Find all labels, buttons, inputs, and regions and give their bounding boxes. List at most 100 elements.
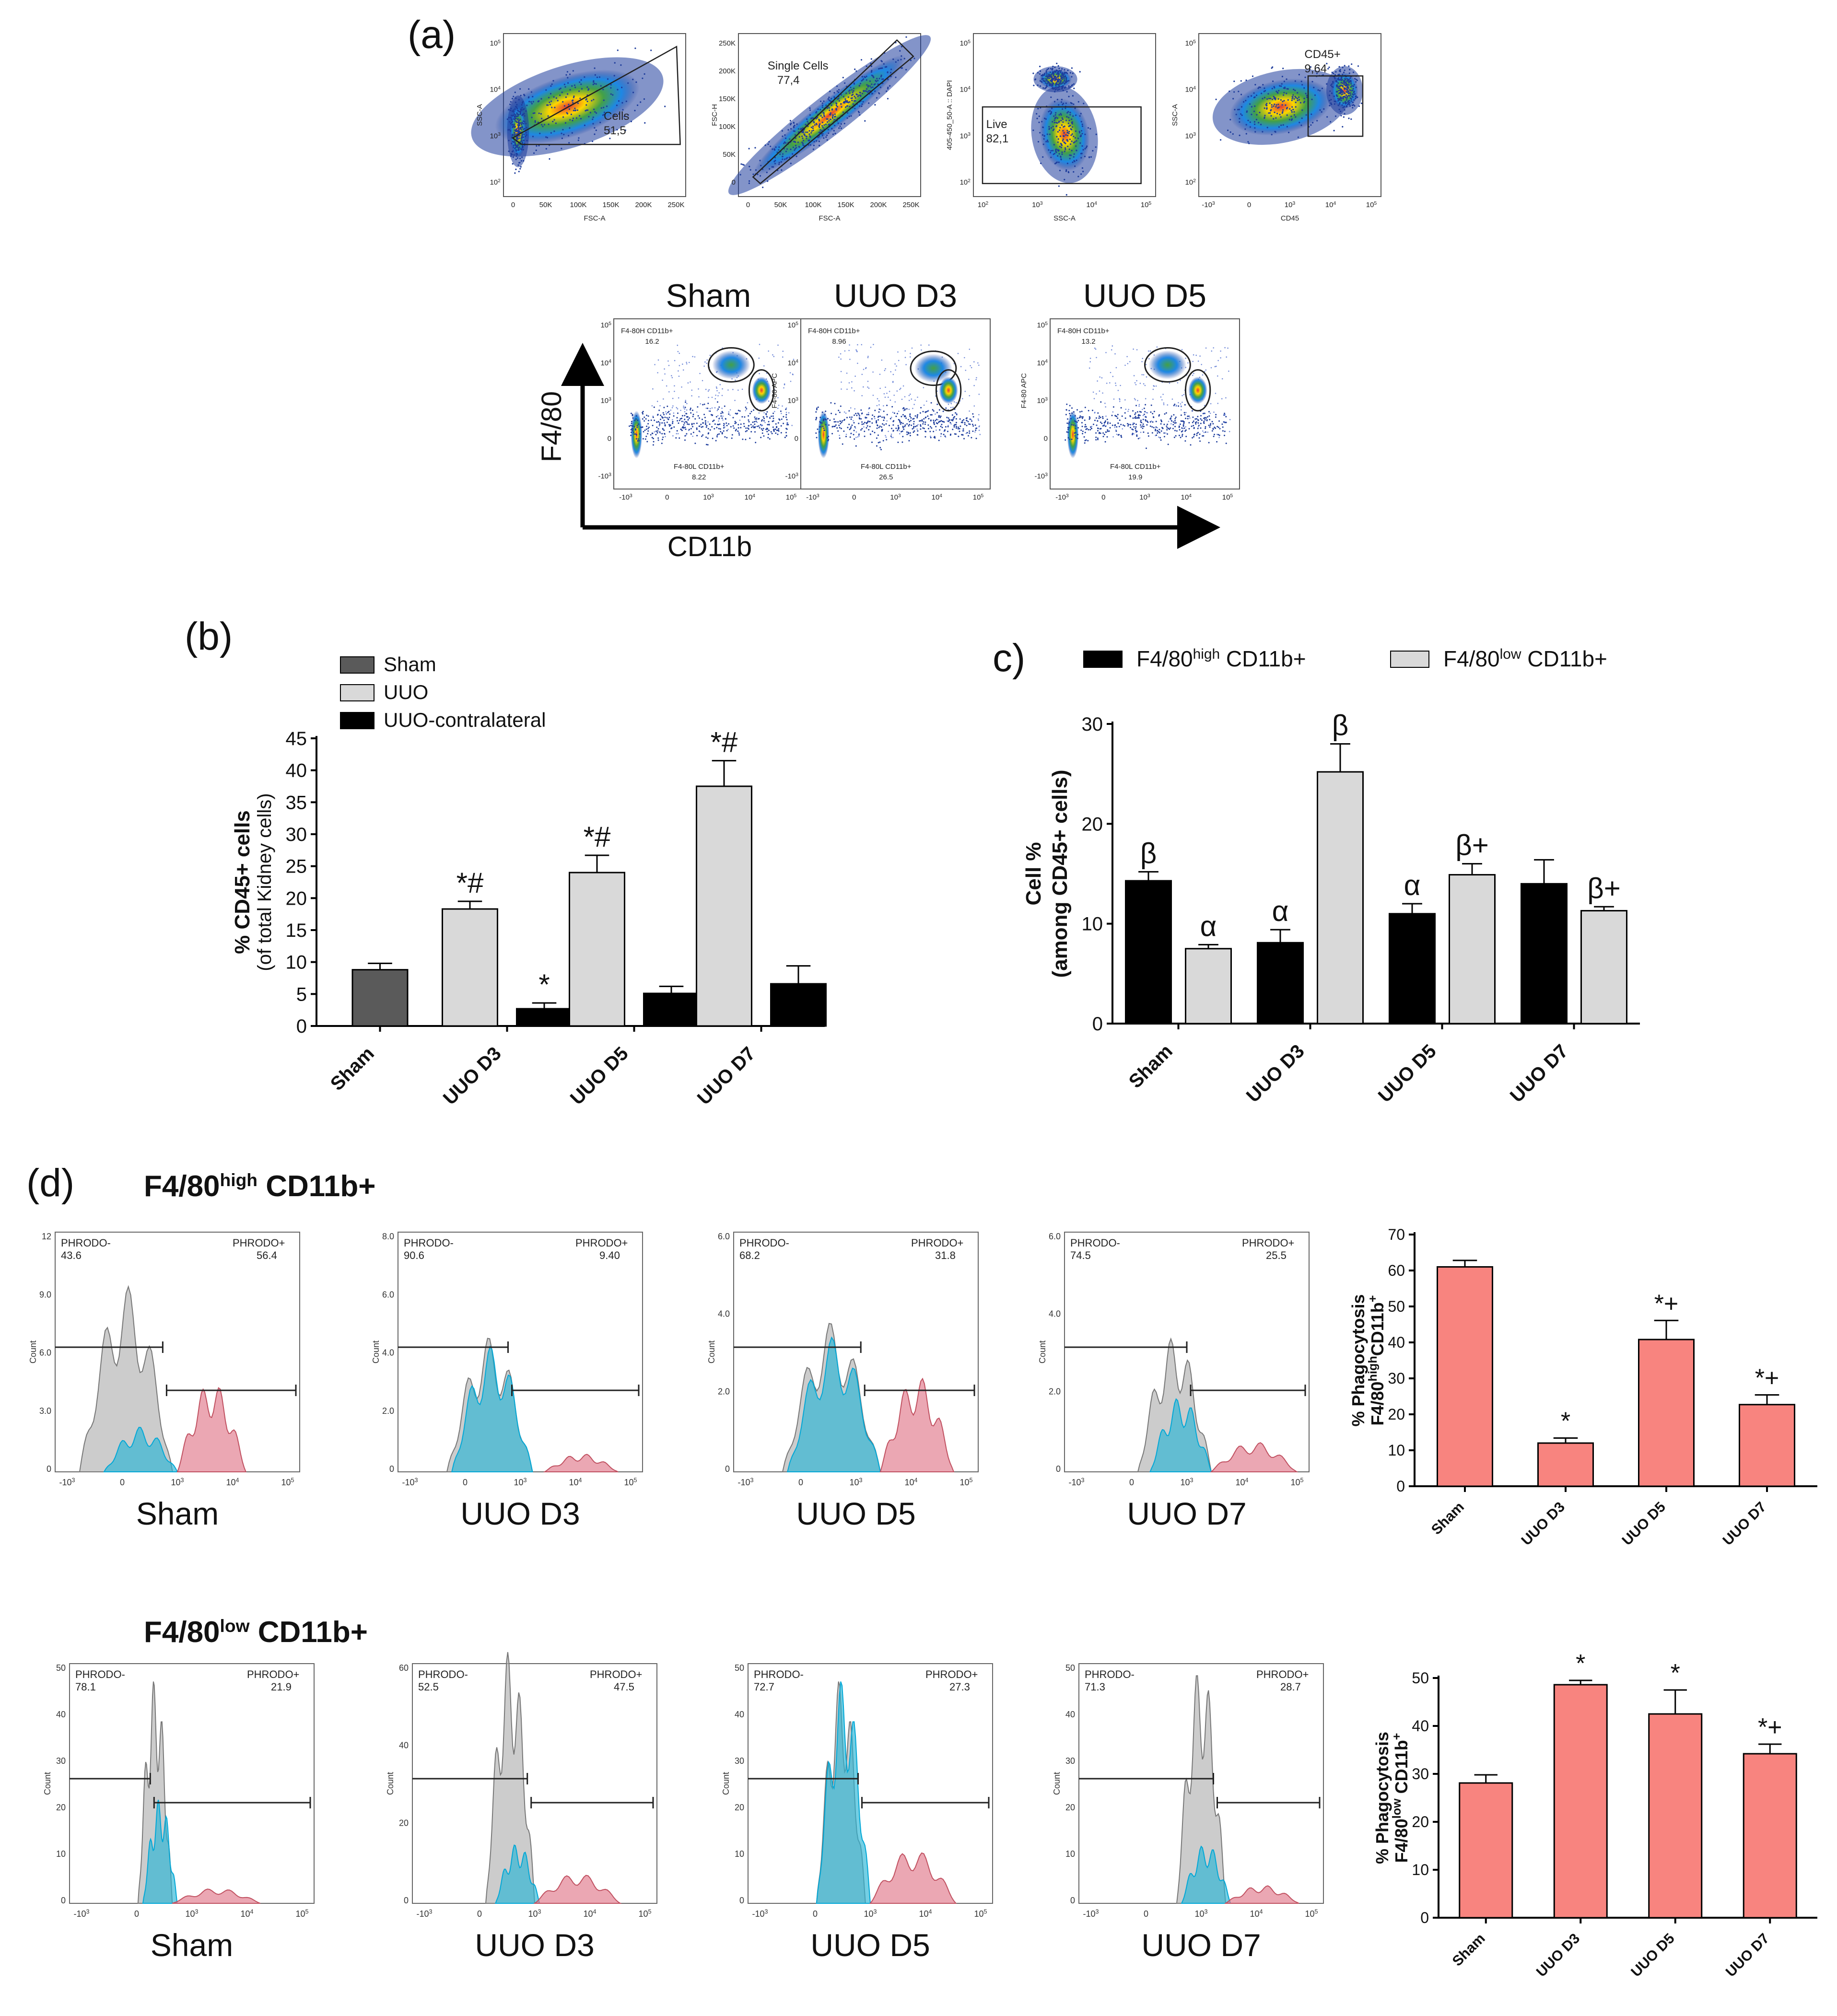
x-tick-label: 105 <box>974 1909 987 1919</box>
event-dot <box>890 433 892 435</box>
event-dot <box>768 350 769 352</box>
event-dot <box>656 421 658 423</box>
event-dot <box>572 119 573 121</box>
event-dot <box>661 416 663 418</box>
event-dot <box>1331 71 1333 73</box>
x-tick-label: Sham <box>1428 1499 1467 1538</box>
event-dot <box>1295 97 1297 99</box>
event-dot <box>510 107 512 109</box>
event-dot <box>933 436 935 438</box>
event-dot <box>1280 116 1282 118</box>
event-dot <box>848 423 850 425</box>
event-dot <box>1071 103 1073 105</box>
pos-gate-value: 47.5 <box>614 1681 634 1693</box>
event-dot <box>1291 111 1293 113</box>
event-dot <box>596 76 598 78</box>
event-dot <box>854 426 856 428</box>
event-dot <box>872 395 874 396</box>
event-dot <box>1127 410 1129 412</box>
event-dot <box>679 352 680 354</box>
y-tick-label: 2.0 <box>382 1406 394 1416</box>
event-dot <box>1211 430 1213 432</box>
event-dot <box>786 419 788 420</box>
event-dot <box>1175 416 1177 418</box>
event-dot <box>1277 107 1279 109</box>
event-dot <box>883 420 885 421</box>
event-dot <box>1043 74 1045 76</box>
event-dot <box>782 155 784 157</box>
event-dot <box>1046 140 1048 141</box>
event-dot <box>1055 151 1057 152</box>
event-dot <box>1058 161 1060 163</box>
event-dot <box>786 148 788 150</box>
y-tick-label: 50 <box>56 1663 66 1673</box>
event-dot <box>1350 86 1352 88</box>
event-dot <box>945 407 947 409</box>
pos-gate-name: PHRODO+ <box>1256 1668 1309 1680</box>
event-dot <box>1155 385 1157 387</box>
event-dot <box>1145 398 1147 399</box>
event-dot <box>1052 77 1053 79</box>
event-dot <box>1155 426 1157 428</box>
event-dot <box>705 408 707 409</box>
event-dot <box>514 116 515 118</box>
event-dot <box>705 426 707 428</box>
event-dot <box>1340 92 1342 94</box>
event-dot <box>1142 408 1143 410</box>
event-dot <box>856 415 858 416</box>
event-dot <box>1298 96 1300 98</box>
event-dot <box>668 417 670 419</box>
event-dot <box>1056 81 1058 83</box>
histogram-label: UUO D3 <box>460 1496 580 1531</box>
event-dot <box>521 145 523 147</box>
event-dot <box>1055 117 1057 118</box>
event-dot <box>1062 130 1064 132</box>
density-core <box>939 376 958 404</box>
event-dot <box>642 438 644 440</box>
pos-gate-value: 25.5 <box>1266 1249 1287 1261</box>
event-dot <box>789 138 791 140</box>
event-dot <box>714 398 716 399</box>
event-dot <box>742 438 744 440</box>
event-dot <box>864 421 866 423</box>
event-dot <box>846 117 848 119</box>
event-dot <box>512 121 514 123</box>
event-dot <box>808 133 810 135</box>
event-dot <box>662 412 664 414</box>
event-dot <box>976 377 977 379</box>
event-dot <box>838 127 840 129</box>
event-dot <box>1182 424 1184 426</box>
event-dot <box>886 420 888 422</box>
event-dot <box>1193 436 1194 438</box>
event-dot <box>1163 432 1165 434</box>
event-dot <box>520 166 522 168</box>
event-dot <box>1264 107 1265 109</box>
event-dot <box>1075 114 1077 116</box>
event-dot <box>545 89 547 91</box>
histogram-high: PHRODO-43.6PHRODO+56.4129.06.03.00Count-… <box>28 1232 300 1531</box>
event-dot <box>1217 360 1219 361</box>
event-dot <box>1208 411 1210 413</box>
event-dot <box>518 114 520 116</box>
histogram-curve <box>1181 1845 1231 1904</box>
event-dot <box>839 434 840 436</box>
event-dot <box>896 390 898 392</box>
bar <box>442 908 498 1027</box>
event-dot <box>1136 349 1138 350</box>
event-dot <box>651 405 653 407</box>
event-dot <box>1330 102 1332 104</box>
event-dot <box>885 368 886 370</box>
event-dot <box>1138 417 1140 419</box>
x-tick-label: 200K <box>870 201 887 209</box>
event-dot <box>1065 119 1067 121</box>
event-dot <box>1168 420 1170 422</box>
event-dot <box>773 356 775 357</box>
event-dot <box>1046 83 1048 85</box>
event-dot <box>614 62 616 64</box>
event-dot <box>1062 72 1064 74</box>
subpanel-title-high: F4/80high CD11b+ <box>144 1170 375 1203</box>
event-dot <box>1336 84 1338 86</box>
event-dot <box>1053 153 1054 155</box>
event-dot <box>899 50 901 52</box>
